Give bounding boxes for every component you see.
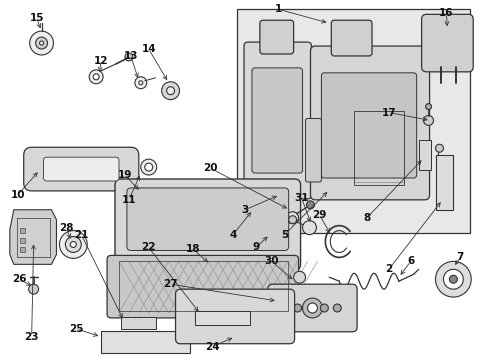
Text: 18: 18 xyxy=(186,244,200,255)
Circle shape xyxy=(89,70,103,84)
Circle shape xyxy=(435,144,443,152)
Circle shape xyxy=(162,82,179,100)
FancyBboxPatch shape xyxy=(24,147,139,191)
Circle shape xyxy=(293,271,305,283)
FancyBboxPatch shape xyxy=(175,289,294,344)
Circle shape xyxy=(195,312,205,322)
Circle shape xyxy=(93,74,99,80)
Text: 12: 12 xyxy=(94,56,108,66)
Circle shape xyxy=(320,304,327,312)
Text: 19: 19 xyxy=(118,170,132,180)
Circle shape xyxy=(280,304,288,312)
Text: 2: 2 xyxy=(385,264,392,274)
Text: 15: 15 xyxy=(29,13,44,23)
Text: 21: 21 xyxy=(74,230,88,239)
Text: 6: 6 xyxy=(406,256,413,266)
Circle shape xyxy=(306,201,314,209)
Text: 23: 23 xyxy=(24,332,39,342)
Circle shape xyxy=(435,261,470,297)
Circle shape xyxy=(302,298,322,318)
Circle shape xyxy=(302,221,316,235)
Text: 31: 31 xyxy=(294,193,308,203)
FancyBboxPatch shape xyxy=(267,284,356,332)
Bar xyxy=(121,317,155,329)
Circle shape xyxy=(166,87,174,95)
Bar xyxy=(435,155,452,210)
Circle shape xyxy=(70,242,76,247)
Text: 13: 13 xyxy=(123,51,138,61)
FancyBboxPatch shape xyxy=(244,42,311,199)
Circle shape xyxy=(333,304,341,312)
Text: 29: 29 xyxy=(312,210,326,220)
Text: 20: 20 xyxy=(203,163,217,173)
Text: 4: 4 xyxy=(229,230,236,239)
FancyBboxPatch shape xyxy=(331,20,371,56)
Circle shape xyxy=(213,312,223,322)
Circle shape xyxy=(124,53,133,61)
Circle shape xyxy=(60,231,87,258)
Circle shape xyxy=(425,104,431,109)
Text: 30: 30 xyxy=(264,256,279,266)
Bar xyxy=(237,9,469,233)
Circle shape xyxy=(141,159,156,175)
Text: 25: 25 xyxy=(69,324,83,334)
FancyBboxPatch shape xyxy=(321,73,416,178)
Circle shape xyxy=(288,216,296,224)
Bar xyxy=(20,238,25,243)
Bar xyxy=(353,111,403,185)
FancyBboxPatch shape xyxy=(310,46,428,200)
Text: 10: 10 xyxy=(10,190,25,200)
Text: 14: 14 xyxy=(141,44,156,54)
Circle shape xyxy=(307,303,317,313)
Text: 5: 5 xyxy=(281,230,288,239)
Bar xyxy=(119,261,287,311)
Text: 7: 7 xyxy=(456,252,463,262)
Text: 11: 11 xyxy=(122,195,136,205)
Circle shape xyxy=(135,77,146,89)
Text: 27: 27 xyxy=(163,279,178,289)
Circle shape xyxy=(139,81,142,85)
Bar xyxy=(101,331,190,353)
Text: 16: 16 xyxy=(438,8,453,18)
Circle shape xyxy=(36,37,47,49)
Text: 28: 28 xyxy=(59,222,74,233)
Polygon shape xyxy=(10,210,56,264)
Bar xyxy=(20,228,25,233)
Circle shape xyxy=(443,269,462,289)
Text: 9: 9 xyxy=(252,243,259,252)
FancyBboxPatch shape xyxy=(305,118,321,182)
Circle shape xyxy=(29,284,39,294)
FancyBboxPatch shape xyxy=(421,14,472,72)
Text: 1: 1 xyxy=(275,4,282,14)
FancyBboxPatch shape xyxy=(43,157,119,181)
Circle shape xyxy=(423,116,433,125)
Bar xyxy=(418,140,429,170)
Text: 26: 26 xyxy=(13,274,27,284)
Text: 17: 17 xyxy=(381,108,395,117)
Circle shape xyxy=(30,31,53,55)
Circle shape xyxy=(448,275,456,283)
Text: 3: 3 xyxy=(241,205,248,215)
Circle shape xyxy=(65,237,81,252)
Circle shape xyxy=(144,163,152,171)
Circle shape xyxy=(293,304,301,312)
Text: 24: 24 xyxy=(204,342,219,352)
Bar xyxy=(195,311,249,325)
Circle shape xyxy=(286,212,298,224)
FancyBboxPatch shape xyxy=(115,179,300,270)
Circle shape xyxy=(231,312,241,322)
FancyBboxPatch shape xyxy=(259,20,293,54)
FancyBboxPatch shape xyxy=(107,255,298,318)
Circle shape xyxy=(40,41,43,45)
FancyBboxPatch shape xyxy=(127,188,288,251)
Bar xyxy=(20,247,25,252)
Text: 22: 22 xyxy=(141,243,156,252)
Text: 8: 8 xyxy=(363,213,370,223)
FancyBboxPatch shape xyxy=(251,68,302,173)
